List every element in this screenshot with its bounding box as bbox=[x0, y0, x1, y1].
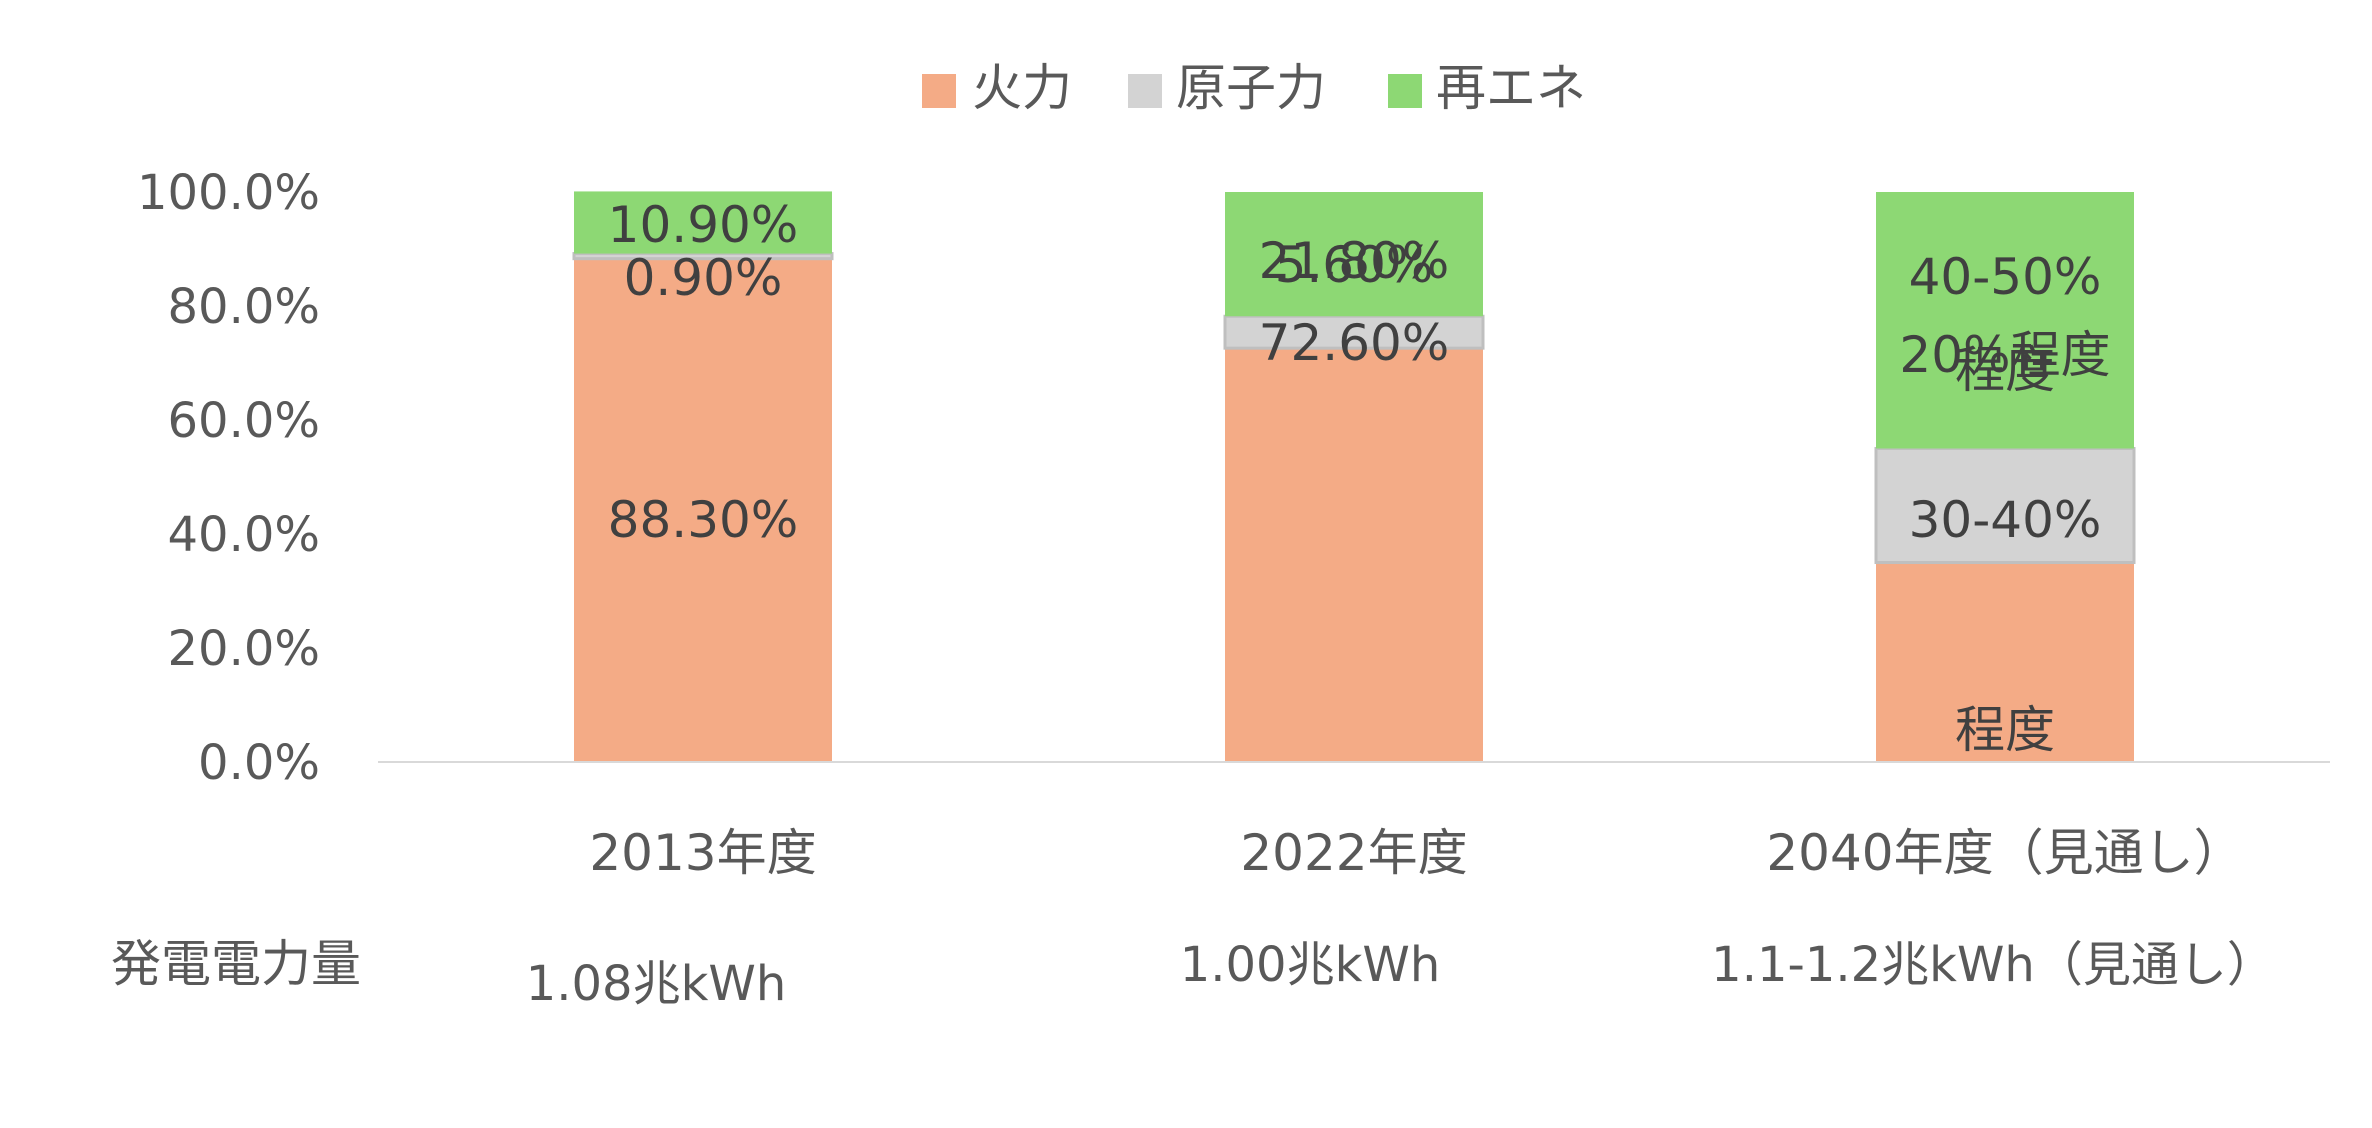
generation-value: 1.08兆kWh bbox=[526, 956, 787, 1012]
data-label: 72.60% bbox=[1259, 314, 1450, 372]
data-label: 88.30% bbox=[608, 491, 799, 549]
y-tick-label: 40.0% bbox=[168, 507, 320, 563]
data-label: 5.60% bbox=[1275, 236, 1434, 294]
bar-segment bbox=[1876, 562, 2134, 762]
x-tick-label: 2013年度 bbox=[589, 824, 816, 882]
generation-label: 発電電力量 bbox=[111, 935, 361, 993]
bar-segment bbox=[574, 191, 832, 254]
generation-value: 1.00兆kWh bbox=[1180, 937, 1441, 993]
y-tick-label: 0.0% bbox=[198, 735, 320, 791]
bar-segment bbox=[1876, 192, 2134, 449]
y-tick-label: 100.0% bbox=[137, 165, 320, 221]
generation-value: 1.1-1.2兆kWh（見通し） bbox=[1711, 937, 2275, 993]
legend-label-1: 原子力 bbox=[1176, 59, 1326, 117]
x-tick-label: 2022年度 bbox=[1240, 824, 1467, 882]
y-tick-label: 80.0% bbox=[168, 279, 320, 335]
legend-swatch-2 bbox=[1388, 74, 1422, 108]
x-tick-label: 2040年度（見通し） bbox=[1766, 824, 2243, 882]
data-label: 40-50%程度 bbox=[1909, 248, 2102, 399]
bar-segment bbox=[1225, 348, 1483, 762]
legend-swatch-0 bbox=[922, 74, 956, 108]
data-label: 10.90% bbox=[608, 196, 799, 254]
y-tick-label: 60.0% bbox=[168, 393, 320, 449]
bar-segment bbox=[574, 258, 832, 762]
data-label: 30-40%程度 bbox=[1909, 491, 2102, 759]
data-label: 21.80% bbox=[1259, 232, 1450, 290]
legend-label-0: 火力 bbox=[972, 59, 1072, 117]
legend-swatch-1 bbox=[1128, 74, 1162, 108]
y-tick-label: 20.0% bbox=[168, 621, 320, 677]
bar-segment bbox=[1223, 314, 1485, 350]
legend-label-2: 再エネ bbox=[1436, 59, 1586, 117]
bar-segment bbox=[1225, 192, 1483, 317]
data-label: 20%程度 bbox=[1899, 326, 2110, 384]
data-label: 0.90% bbox=[624, 249, 783, 307]
